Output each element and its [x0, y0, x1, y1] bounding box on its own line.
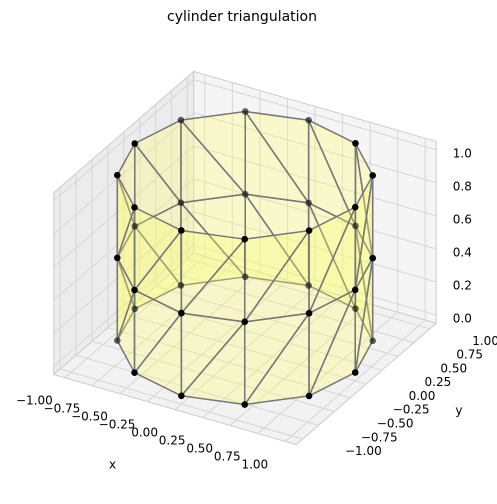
grid-line: [92, 82, 233, 387]
y-tick-label: 0.00: [409, 389, 436, 403]
vertex-point: [305, 309, 313, 317]
vertex-point: [305, 227, 313, 234]
y-axis-label: y: [455, 403, 462, 417]
vertex-point: [113, 254, 121, 262]
z-tick-label: 0.6: [453, 213, 472, 227]
z-tick-label: 0.8: [453, 179, 472, 193]
vertex-point: [131, 369, 138, 376]
vertex-point: [178, 392, 185, 400]
grid-line: [139, 118, 383, 371]
vertex-point: [131, 204, 138, 211]
triangle-face: [134, 119, 182, 204]
x-tick-label: 1.00: [241, 457, 268, 471]
vertex-point: [369, 337, 377, 345]
triangle-face: [180, 110, 247, 195]
vertex-point: [305, 282, 312, 289]
vertex-point: [113, 171, 121, 179]
vertex-point: [241, 190, 249, 198]
triangle-face: [133, 206, 183, 291]
vertex-point: [241, 273, 249, 281]
vertex-point: [351, 369, 359, 376]
x-tick-label: 0.75: [214, 449, 241, 463]
x-tick-label: 0.00: [131, 425, 158, 439]
chart-title: cylinder triangulation: [167, 9, 317, 25]
triangle-face: [308, 206, 356, 314]
grid-line: [64, 74, 206, 379]
grid-line: [119, 90, 261, 395]
grid-line: [107, 145, 351, 399]
x-tick-label: −1.00: [16, 394, 53, 408]
vertex-point: [177, 282, 185, 289]
triangle-face: [116, 142, 136, 227]
grid-line: [59, 187, 303, 440]
grid-line: [75, 173, 319, 426]
y-tick-label: 1.00: [472, 334, 497, 348]
vertex-point: [113, 337, 121, 344]
grid-line: [91, 159, 335, 412]
vertex-point: [352, 305, 359, 312]
x-tick-label: −0.75: [44, 402, 81, 416]
y-tick-label: 0.25: [425, 375, 452, 389]
grid-line: [229, 122, 371, 426]
y-tick-label: −0.50: [377, 416, 414, 430]
triangle-face: [243, 229, 310, 323]
x-tick-label: −0.50: [71, 410, 108, 424]
z-tick-label: 0.4: [453, 246, 472, 260]
vertex-point: [351, 286, 359, 294]
vertex-point: [131, 286, 138, 294]
vertex-point: [177, 199, 185, 207]
y-tick-label: 0.75: [456, 348, 483, 362]
grid-line: [284, 138, 426, 442]
y-tick-label: 0.50: [440, 361, 467, 375]
vertex-point: [352, 222, 359, 230]
grid-line: [155, 104, 399, 357]
y-tick-label: −0.75: [361, 430, 398, 444]
vertex-point: [178, 227, 185, 234]
triangle-face: [180, 229, 246, 314]
vertex-point: [241, 108, 249, 115]
grid-line: [147, 98, 288, 402]
vertex-point: [178, 309, 185, 317]
z-tick-label: 0.2: [453, 279, 472, 293]
vertex-point: [305, 116, 312, 124]
vertex-point: [177, 116, 185, 124]
vertex-point: [131, 140, 139, 147]
y-tick-label: −1.00: [345, 444, 382, 458]
z-tick-label: 1.0: [453, 146, 472, 160]
vertex-point: [131, 305, 139, 313]
x-tick-label: −0.25: [99, 417, 136, 431]
x-tick-label: 0.50: [186, 441, 213, 455]
triangle-face: [116, 174, 136, 259]
grid-line: [257, 130, 399, 434]
x-axis-label: x: [109, 458, 116, 472]
vertex-point: [351, 203, 359, 211]
x-tick-label: 0.25: [159, 433, 186, 447]
vertex-point: [241, 401, 249, 408]
z-tick-label: 0.0: [453, 312, 472, 326]
vertex-point: [241, 318, 249, 326]
vertex-point: [369, 172, 377, 179]
vertex-point: [305, 199, 312, 207]
triangle-face: [244, 110, 310, 204]
vertex-point: [352, 140, 359, 147]
vertex-point: [369, 254, 377, 262]
grid-line: [53, 79, 437, 202]
vertex-point: [131, 222, 139, 230]
y-tick-label: −0.25: [393, 403, 430, 417]
vertex-point: [241, 235, 249, 243]
vertex-point: [305, 392, 313, 400]
